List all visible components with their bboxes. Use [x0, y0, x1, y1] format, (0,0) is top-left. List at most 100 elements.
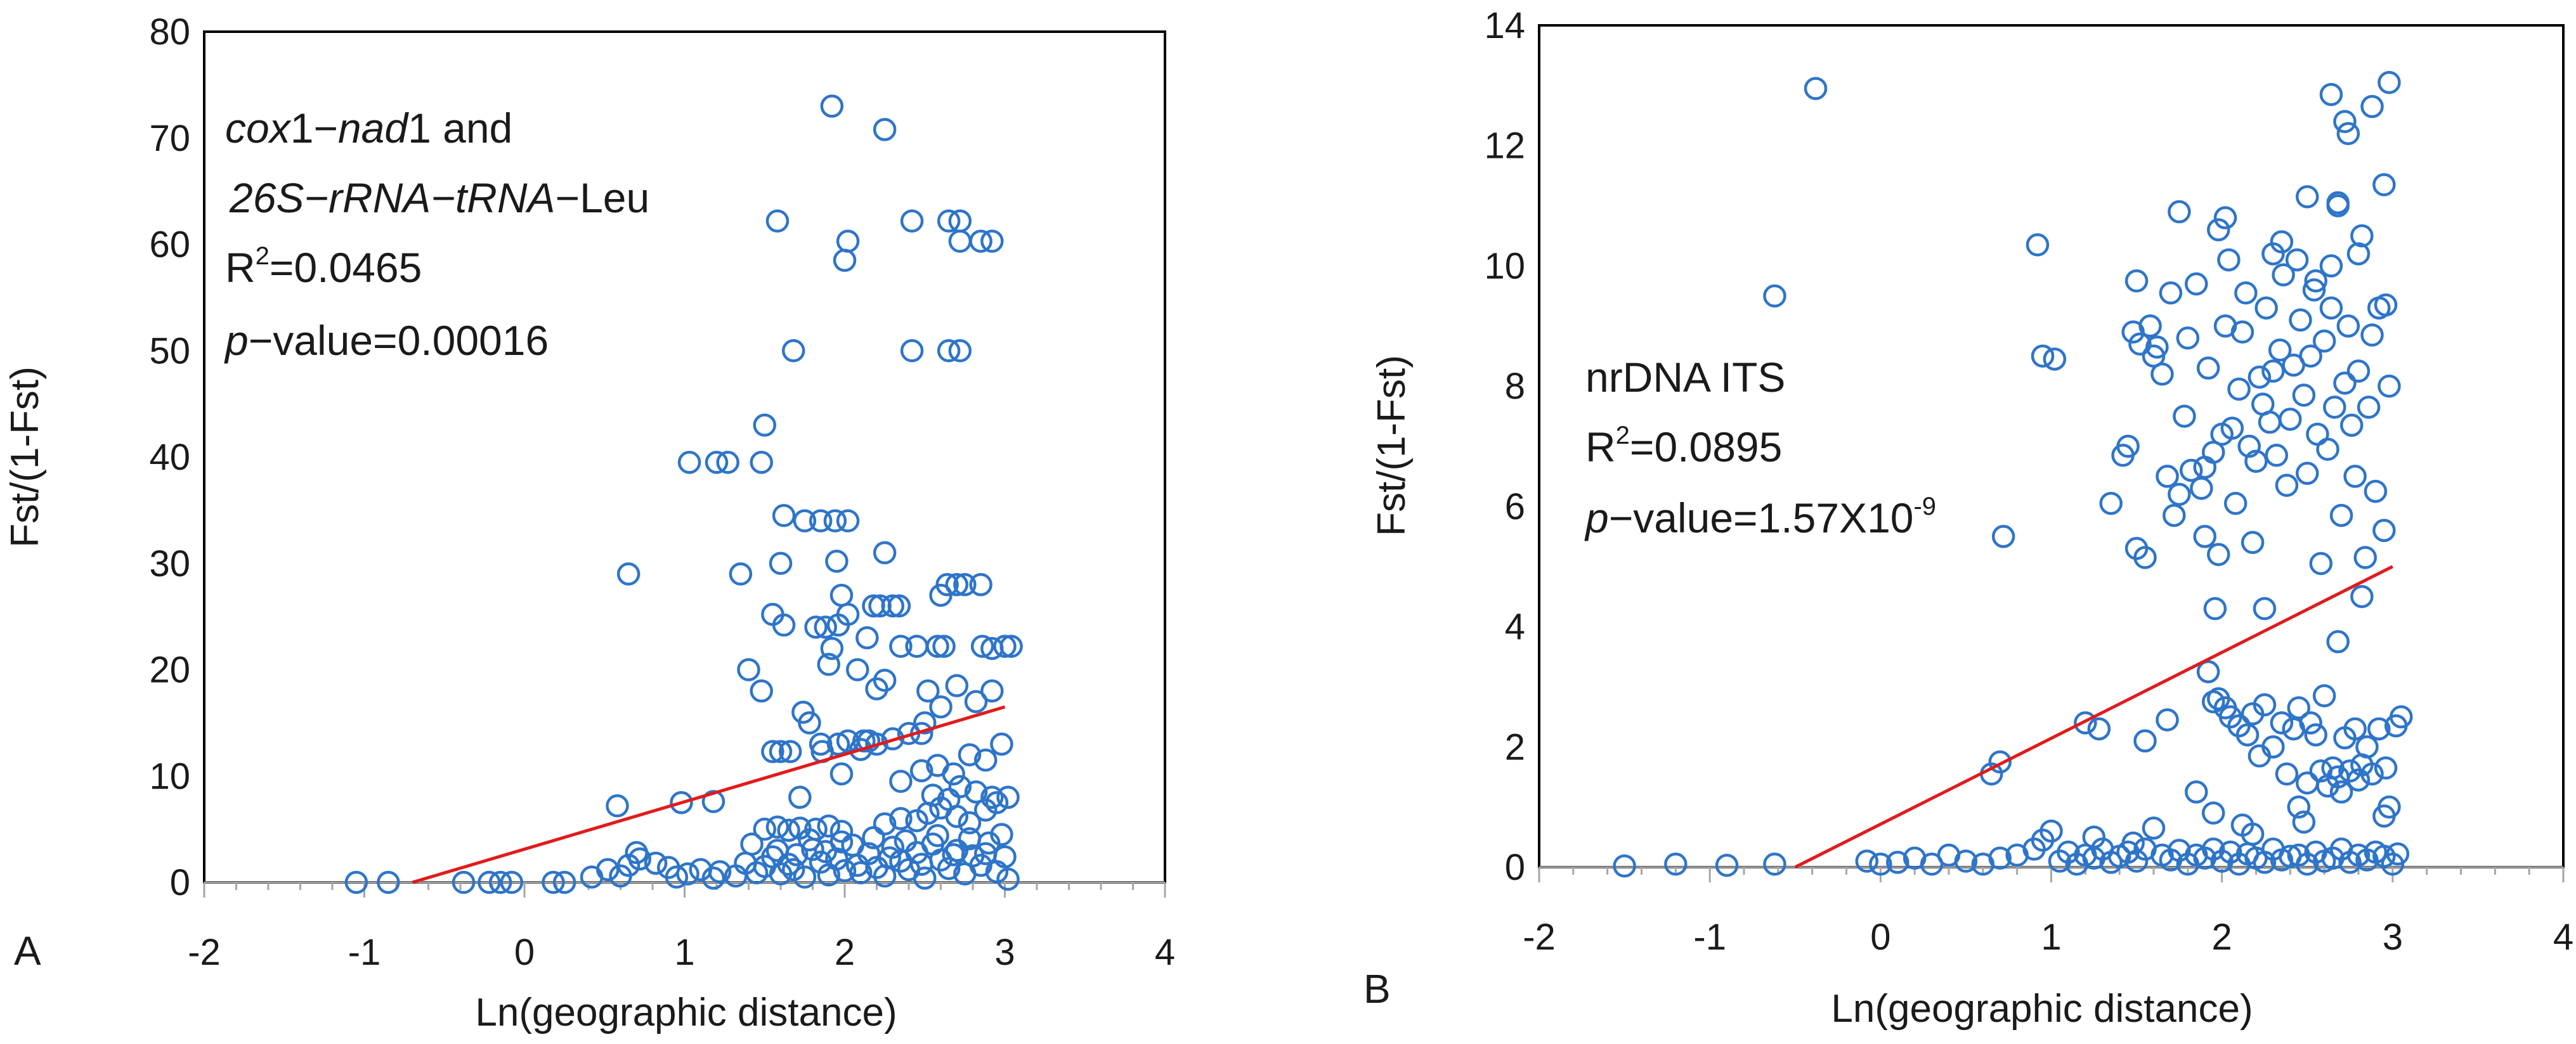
- scatter-point: [2346, 359, 2371, 383]
- scatter-point: [616, 562, 641, 586]
- scatter-point: [973, 748, 998, 772]
- scatter-point: [2142, 344, 2166, 368]
- scatter-point: [958, 811, 982, 835]
- scatter-point: [2124, 269, 2149, 293]
- scatter-point: [2168, 200, 2191, 224]
- scatter-point: [804, 615, 828, 639]
- scatter-point: [2323, 396, 2346, 419]
- scatter-point: [2163, 503, 2186, 527]
- scatter-point: [788, 785, 812, 809]
- scatter-point: [2350, 224, 2374, 248]
- scatter-point: [2343, 717, 2367, 741]
- scatter-point: [2217, 248, 2241, 272]
- scatter-point: [887, 594, 911, 618]
- scatter-point: [2190, 477, 2213, 500]
- scatter-point: [2346, 242, 2371, 266]
- scatter-point: [2234, 281, 2258, 305]
- y-tick-label: 0: [170, 862, 190, 903]
- scatter-point: [809, 509, 833, 532]
- scatter-point: [814, 615, 837, 639]
- scatter-point: [596, 858, 620, 882]
- scatter-point: [769, 740, 793, 763]
- scatter-point: [2201, 690, 2225, 714]
- scatter-point: [996, 785, 1020, 809]
- scatter-point: [488, 870, 512, 894]
- y-tick-label: 40: [149, 437, 190, 478]
- scatter-point: [980, 679, 1004, 703]
- scatter-point: [2272, 263, 2295, 287]
- scatter-point: [750, 451, 773, 474]
- scatter-point: [900, 339, 924, 363]
- scatter-point: [2043, 347, 2067, 371]
- scatter-point: [873, 669, 897, 692]
- x-tick-label: 2: [2212, 917, 2232, 958]
- scatter-point: [820, 636, 844, 661]
- scatter-point: [958, 827, 982, 851]
- scatter-point: [2333, 110, 2357, 134]
- scatter-point: [772, 504, 796, 527]
- scatter-point: [2150, 362, 2174, 386]
- scatter-point: [2372, 173, 2396, 197]
- scatter-point: [670, 790, 693, 815]
- scatter-point: [377, 870, 400, 894]
- scatter-point: [833, 859, 857, 882]
- scatter-point: [798, 711, 821, 735]
- scatter-point: [945, 573, 968, 596]
- scatter-point: [769, 551, 793, 575]
- scatter-point: [2159, 281, 2183, 305]
- scatter-point: [969, 573, 992, 596]
- scatter-point: [2319, 254, 2343, 278]
- scatter-point: [873, 541, 897, 565]
- scatter-point: [606, 794, 629, 818]
- y-tick-label: 80: [149, 11, 190, 53]
- scatter-point: [2235, 723, 2260, 747]
- scatter-point: [948, 775, 972, 799]
- y-tick-label: 30: [149, 543, 190, 584]
- scatter-point: [2168, 482, 2191, 506]
- scatter-point: [677, 451, 701, 474]
- scatter-point: [2196, 660, 2220, 683]
- x-tick-label: -1: [1693, 917, 1726, 958]
- annotation-cox-suffix: 1−: [290, 105, 338, 151]
- scatter-point: [2350, 584, 2374, 609]
- x-tick-labels-a: -2 -1 0 1 2 3 4: [188, 932, 1175, 973]
- scatter-point: [2133, 729, 2157, 753]
- x-tick-label: 0: [1870, 917, 1890, 958]
- scatter-point: [993, 635, 1017, 658]
- annotation-genes-line2: 26S−rRNA−tRNA−Leu: [229, 174, 649, 221]
- scatter-point: [958, 743, 982, 766]
- annotation-rrna-trna: 26S−rRNA−tRNA: [229, 174, 556, 221]
- scatter-point: [996, 867, 1020, 891]
- scatter-point: [2289, 308, 2312, 332]
- scatter-point: [2306, 422, 2329, 446]
- x-tick-label: -1: [348, 932, 381, 973]
- annotation-leu: −Leu: [556, 174, 650, 221]
- scatter-point: [2201, 801, 2225, 825]
- scatter-point: [2031, 344, 2055, 368]
- x-tick-label: -2: [1523, 917, 1556, 958]
- trendline-b: [1794, 565, 2393, 869]
- scatter-point: [829, 762, 854, 786]
- scatter-point: [772, 613, 796, 637]
- y-tick-label: 50: [149, 330, 190, 371]
- scatter-point: [2138, 314, 2162, 338]
- scatter-point: [1886, 851, 1909, 874]
- scatter-point: [2270, 230, 2294, 254]
- scatter-point: [2329, 780, 2353, 804]
- scatter-point: [809, 850, 833, 874]
- scatter-point: [2099, 491, 2123, 515]
- scatter-point: [765, 209, 790, 233]
- r2-superscript-a: 2: [256, 242, 270, 270]
- scatter-point: [2270, 711, 2294, 735]
- p-value-a: −value=0.00016: [249, 317, 549, 364]
- scatter-point: [2319, 82, 2343, 106]
- scatter-point: [2275, 762, 2299, 786]
- scatter-point: [2156, 708, 2179, 731]
- scatter-point: [948, 339, 972, 363]
- scatter-point: [2227, 377, 2251, 401]
- scatter-point: [2390, 705, 2413, 729]
- scatter-point: [1855, 849, 1879, 873]
- y-axis-b: 0 2 4 6 8 10 12 14: [1484, 5, 1525, 888]
- x-tick-label: -2: [188, 932, 221, 973]
- panel-label-a: A: [14, 928, 41, 974]
